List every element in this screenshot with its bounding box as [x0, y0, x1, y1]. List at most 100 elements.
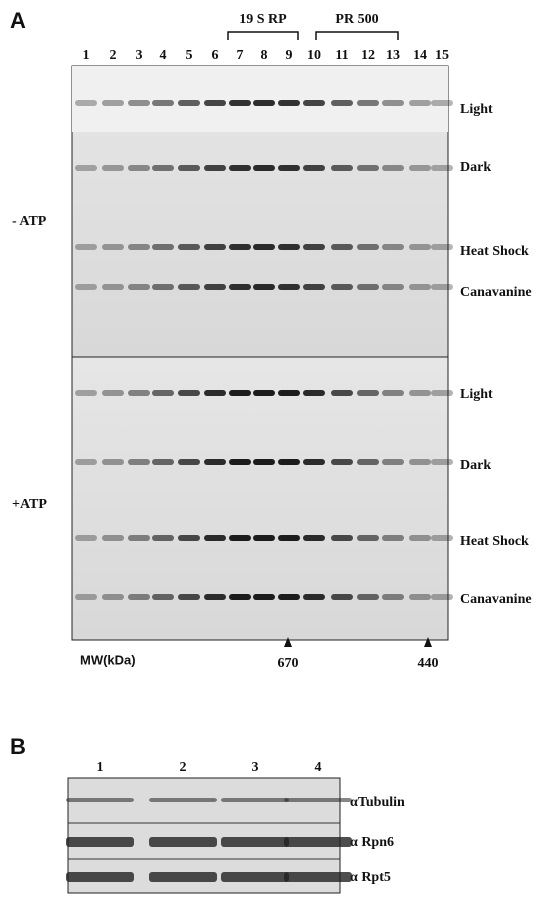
band [253, 459, 275, 465]
band [303, 165, 325, 171]
band [357, 459, 379, 465]
band [204, 390, 226, 396]
band [431, 165, 453, 171]
band [253, 165, 275, 171]
band [66, 798, 134, 802]
band [102, 390, 124, 396]
band [278, 284, 300, 290]
band [409, 100, 431, 106]
panel-label: A [10, 8, 26, 33]
lane-number: 2 [110, 48, 117, 63]
band [128, 390, 150, 396]
row-label: Canavanine [460, 592, 532, 607]
lane-number: 7 [237, 48, 244, 63]
bracket [227, 31, 299, 40]
lane-number: 12 [361, 48, 375, 63]
band [128, 244, 150, 250]
band [278, 594, 300, 600]
mw-label: MW(kDa) [80, 652, 136, 667]
band [75, 459, 97, 465]
band [229, 244, 251, 250]
marker-label: 440 [418, 656, 439, 671]
band [178, 535, 200, 541]
bracket-label: PR 500 [335, 12, 378, 27]
band [128, 535, 150, 541]
row-label: α Rpn6 [350, 835, 394, 850]
band [303, 244, 325, 250]
band [357, 244, 379, 250]
band [357, 100, 379, 106]
band [409, 459, 431, 465]
band [431, 535, 453, 541]
lane-number: 4 [315, 760, 322, 775]
band [204, 165, 226, 171]
band [278, 535, 300, 541]
band [75, 244, 97, 250]
band [409, 594, 431, 600]
lane-number: 2 [180, 760, 187, 775]
band [75, 100, 97, 106]
lane-number: 14 [413, 48, 427, 63]
band [229, 594, 251, 600]
band [331, 165, 353, 171]
band [128, 165, 150, 171]
band [102, 535, 124, 541]
band [229, 535, 251, 541]
lane-number: 5 [186, 48, 193, 63]
lane-number: 11 [335, 48, 348, 63]
band [357, 535, 379, 541]
band [357, 165, 379, 171]
band [229, 459, 251, 465]
band [303, 459, 325, 465]
lane-number: 8 [261, 48, 268, 63]
band [409, 284, 431, 290]
band [204, 100, 226, 106]
row-label: Dark [460, 458, 491, 473]
band [102, 284, 124, 290]
band [303, 594, 325, 600]
band [75, 390, 97, 396]
band [178, 165, 200, 171]
band [178, 459, 200, 465]
band [102, 165, 124, 171]
band [128, 284, 150, 290]
band [152, 594, 174, 600]
arrow [424, 637, 432, 647]
band [284, 872, 352, 882]
band [382, 284, 404, 290]
band [253, 244, 275, 250]
blot-strip [72, 66, 448, 132]
row-label: Dark [460, 160, 491, 175]
band [278, 459, 300, 465]
band [75, 165, 97, 171]
band [178, 594, 200, 600]
band [66, 837, 134, 847]
band [382, 390, 404, 396]
band [221, 798, 289, 802]
arrow [284, 637, 292, 647]
band [357, 284, 379, 290]
bracket-label: 19 S RP [239, 12, 287, 27]
band [409, 535, 431, 541]
band [284, 837, 352, 847]
band [229, 284, 251, 290]
band [253, 100, 275, 106]
band [382, 100, 404, 106]
band [382, 459, 404, 465]
band [331, 284, 353, 290]
band [303, 535, 325, 541]
band [357, 390, 379, 396]
band [149, 798, 217, 802]
band [178, 100, 200, 106]
band [204, 284, 226, 290]
band [102, 100, 124, 106]
band [178, 390, 200, 396]
row-label: Canavanine [460, 285, 532, 300]
lane-number: 1 [83, 48, 90, 63]
blot [71, 356, 449, 641]
band [331, 594, 353, 600]
band [253, 284, 275, 290]
band [66, 872, 134, 882]
band [152, 535, 174, 541]
band [128, 100, 150, 106]
